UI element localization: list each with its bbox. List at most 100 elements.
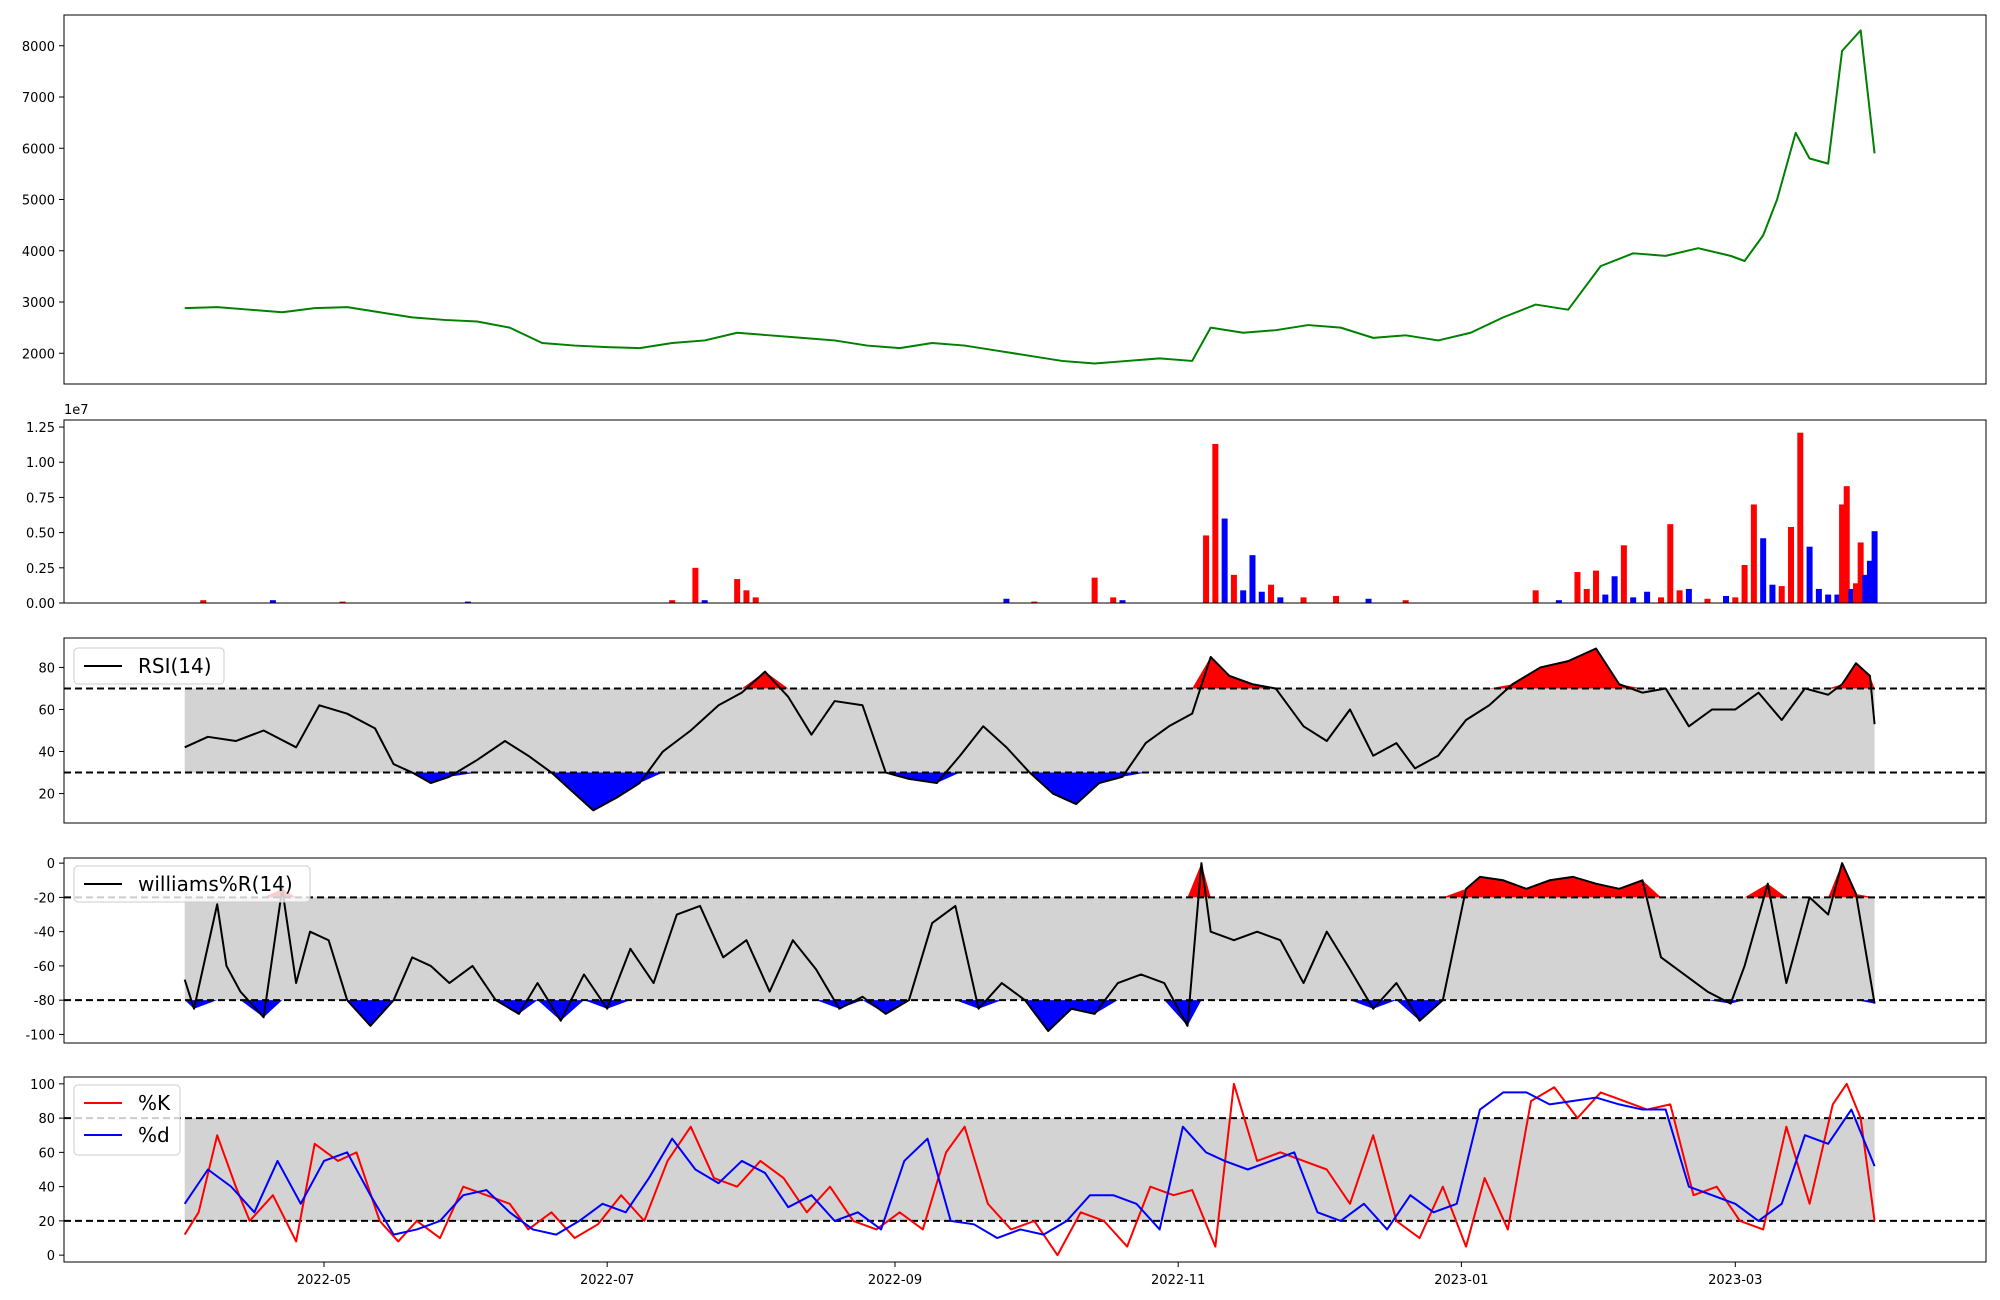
volume-bar <box>1532 590 1539 603</box>
volume-bar <box>1300 597 1307 603</box>
axes-frame <box>63 637 1987 824</box>
y-tick-label: -60 <box>34 960 55 975</box>
volume-bar <box>1402 600 1409 603</box>
y-tick-label: 40 <box>38 746 55 761</box>
oversold-fill <box>184 772 1875 811</box>
y-tick-label: 4000 <box>22 245 55 260</box>
y-tick-label: 80 <box>38 661 55 676</box>
y-tick-label: 0.50 <box>26 527 55 542</box>
volume-bar <box>1277 597 1284 603</box>
rsi-legend-label: RSI(14) <box>138 654 212 678</box>
volume-bar <box>669 600 676 603</box>
y-tick-label: 5000 <box>22 194 55 209</box>
price-panel: 2000 3000 4000 5000 6000 7000 8000 <box>22 14 1987 385</box>
volume-bar <box>1593 570 1600 603</box>
volume-bar <box>1732 597 1739 603</box>
volume-bar <box>1788 526 1795 603</box>
stoch-k-legend-label: %K <box>138 1091 171 1115</box>
y-tick-label: 6000 <box>22 142 55 157</box>
volume-bar <box>1249 555 1256 603</box>
y-tick-label: -40 <box>34 926 55 941</box>
volume-bar <box>1119 600 1126 603</box>
volume-bar <box>1839 504 1846 603</box>
y-tick-label: -20 <box>34 891 55 906</box>
volume-bar <box>1602 594 1609 603</box>
williams-legend-label: williams%R(14) <box>138 872 293 896</box>
volume-bar <box>1583 588 1590 603</box>
axes-frame <box>63 419 1987 604</box>
volume-bar <box>1871 531 1878 603</box>
stoch-d-legend-label: %d <box>138 1123 170 1147</box>
y-tick-label: 80 <box>38 1112 55 1127</box>
volume-bar <box>1203 535 1210 603</box>
rsi-line <box>184 647 1876 812</box>
rsi-legend: RSI(14) <box>73 647 225 685</box>
y-tick-label: 0 <box>47 1249 55 1264</box>
volume-bar <box>1658 597 1665 603</box>
volume-bar <box>1806 546 1813 603</box>
y-tick-label: 0.75 <box>26 491 55 506</box>
axes-frame <box>63 1076 1987 1263</box>
x-tick-label: 2022-07 <box>580 1273 634 1288</box>
volume-bar <box>1848 588 1855 603</box>
volume-bar <box>1031 601 1038 603</box>
x-tick-label: 2023-03 <box>1708 1273 1762 1288</box>
volume-bar <box>464 601 471 603</box>
x-tick-label: 2023-01 <box>1434 1273 1488 1288</box>
y-tick-label: 2000 <box>22 347 55 362</box>
volume-bar <box>1611 576 1618 603</box>
volume-bar <box>743 590 750 603</box>
volume-bar <box>1704 598 1711 603</box>
x-axis: 2022-05 2022-07 2022-09 2022-11 2023-01 2023-… <box>297 1262 1762 1288</box>
y-tick-label: 100 <box>30 1078 55 1093</box>
x-tick-label: 2022-09 <box>868 1273 922 1288</box>
volume-bar <box>1857 542 1864 603</box>
volume-bar <box>1268 584 1275 603</box>
volume-bar <box>1620 545 1627 603</box>
williams-panel: 0 -20 -40 -60 -80 -100 williams%R(14) <box>25 857 1987 1044</box>
volume-bar <box>1230 574 1237 603</box>
volume-bar <box>1834 594 1841 603</box>
stoch-d-line <box>183 1091 1876 1240</box>
volume-bar <box>1574 572 1581 603</box>
rsi-panel: 20 40 60 80 RSI(14) <box>38 637 1987 824</box>
volume-bar <box>1797 432 1804 603</box>
y-tick-label: 3000 <box>22 296 55 311</box>
volume-bar <box>1555 600 1562 603</box>
volume-bar <box>1825 594 1832 603</box>
volume-bar <box>1630 597 1637 603</box>
volume-bar <box>1212 443 1219 603</box>
volume-bar <box>1240 590 1247 603</box>
volume-bar <box>1843 486 1850 603</box>
axes-frame <box>63 857 1987 1044</box>
y-tick-label: 20 <box>38 788 55 803</box>
volume-bar <box>734 579 741 603</box>
volume-bar <box>269 600 276 603</box>
y-tick-label: 1.00 <box>26 456 55 471</box>
y-tick-label: 8000 <box>22 40 55 55</box>
volume-panel: 1e7 0.00 0.25 0.50 0.75 1.00 1.25 <box>26 403 1987 612</box>
y-tick-label: 20 <box>38 1215 55 1230</box>
axes-frame <box>63 14 1987 385</box>
volume-bar <box>1091 577 1098 603</box>
y-tick-label: 0.00 <box>26 597 55 612</box>
volume-bar <box>701 600 708 603</box>
x-tick-label: 2022-11 <box>1151 1273 1205 1288</box>
volume-bar <box>1866 560 1873 603</box>
williams-line <box>183 862 1876 1033</box>
volume-bar <box>1003 598 1010 603</box>
y-tick-label: 60 <box>38 1146 55 1161</box>
volume-bar <box>1750 504 1757 603</box>
volume-bar <box>1778 586 1785 603</box>
volume-bar <box>1723 595 1730 603</box>
y-tick-label: 1.25 <box>26 421 55 436</box>
neutral-band <box>184 688 1875 773</box>
y-tick-label: 60 <box>38 703 55 718</box>
y-tick-label: 7000 <box>22 91 55 106</box>
y-tick-label: -100 <box>25 1028 55 1043</box>
volume-bar <box>339 601 346 603</box>
y-tick-label: 0.25 <box>26 562 55 577</box>
volume-bar <box>1221 518 1228 603</box>
williams-legend: williams%R(14) <box>73 865 311 903</box>
